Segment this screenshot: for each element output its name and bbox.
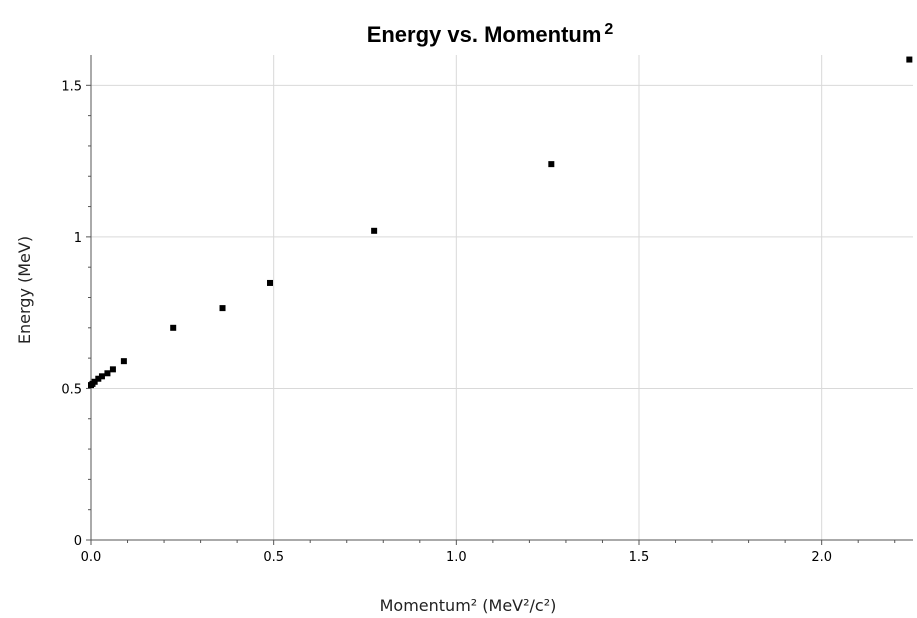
grid-lines xyxy=(91,55,913,540)
x-tick-label: 1.5 xyxy=(629,550,650,565)
ticks: 0.0 0.5 1.0 1.5 2.0 0 0.5 1 1.5 xyxy=(61,79,896,565)
data-point xyxy=(170,324,177,331)
data-point xyxy=(109,366,116,373)
data-point xyxy=(98,373,105,380)
x-tick-label: 1.0 xyxy=(446,550,467,565)
y-tick-label: 1 xyxy=(74,231,82,246)
data-point xyxy=(906,56,913,63)
data-point xyxy=(104,370,111,377)
y-axis-label: Energy (MeV) xyxy=(15,236,34,344)
y-tick-label: 1.5 xyxy=(61,79,82,94)
chart-title: Energy vs. Momentum 2 xyxy=(367,21,614,47)
x-tick-label: 0.5 xyxy=(263,550,284,565)
y-tick-label: 0 xyxy=(74,534,82,549)
chart-title-text: Energy vs. Momentum xyxy=(367,22,602,47)
data-point xyxy=(371,227,378,234)
data-point xyxy=(95,375,102,382)
data-point xyxy=(120,358,127,365)
chart-title-superscript: 2 xyxy=(604,21,613,38)
x-axis-label: Momentum² (MeV²/c²) xyxy=(380,596,557,615)
data-point xyxy=(91,378,98,385)
data-point xyxy=(267,279,274,286)
x-tick-label: 2.0 xyxy=(811,550,832,565)
data-point xyxy=(219,305,226,312)
data-point xyxy=(548,161,555,168)
data-points xyxy=(88,56,913,389)
axes xyxy=(90,55,913,541)
x-tick-label: 0.0 xyxy=(81,550,102,565)
y-tick-label: 0.5 xyxy=(61,382,82,397)
